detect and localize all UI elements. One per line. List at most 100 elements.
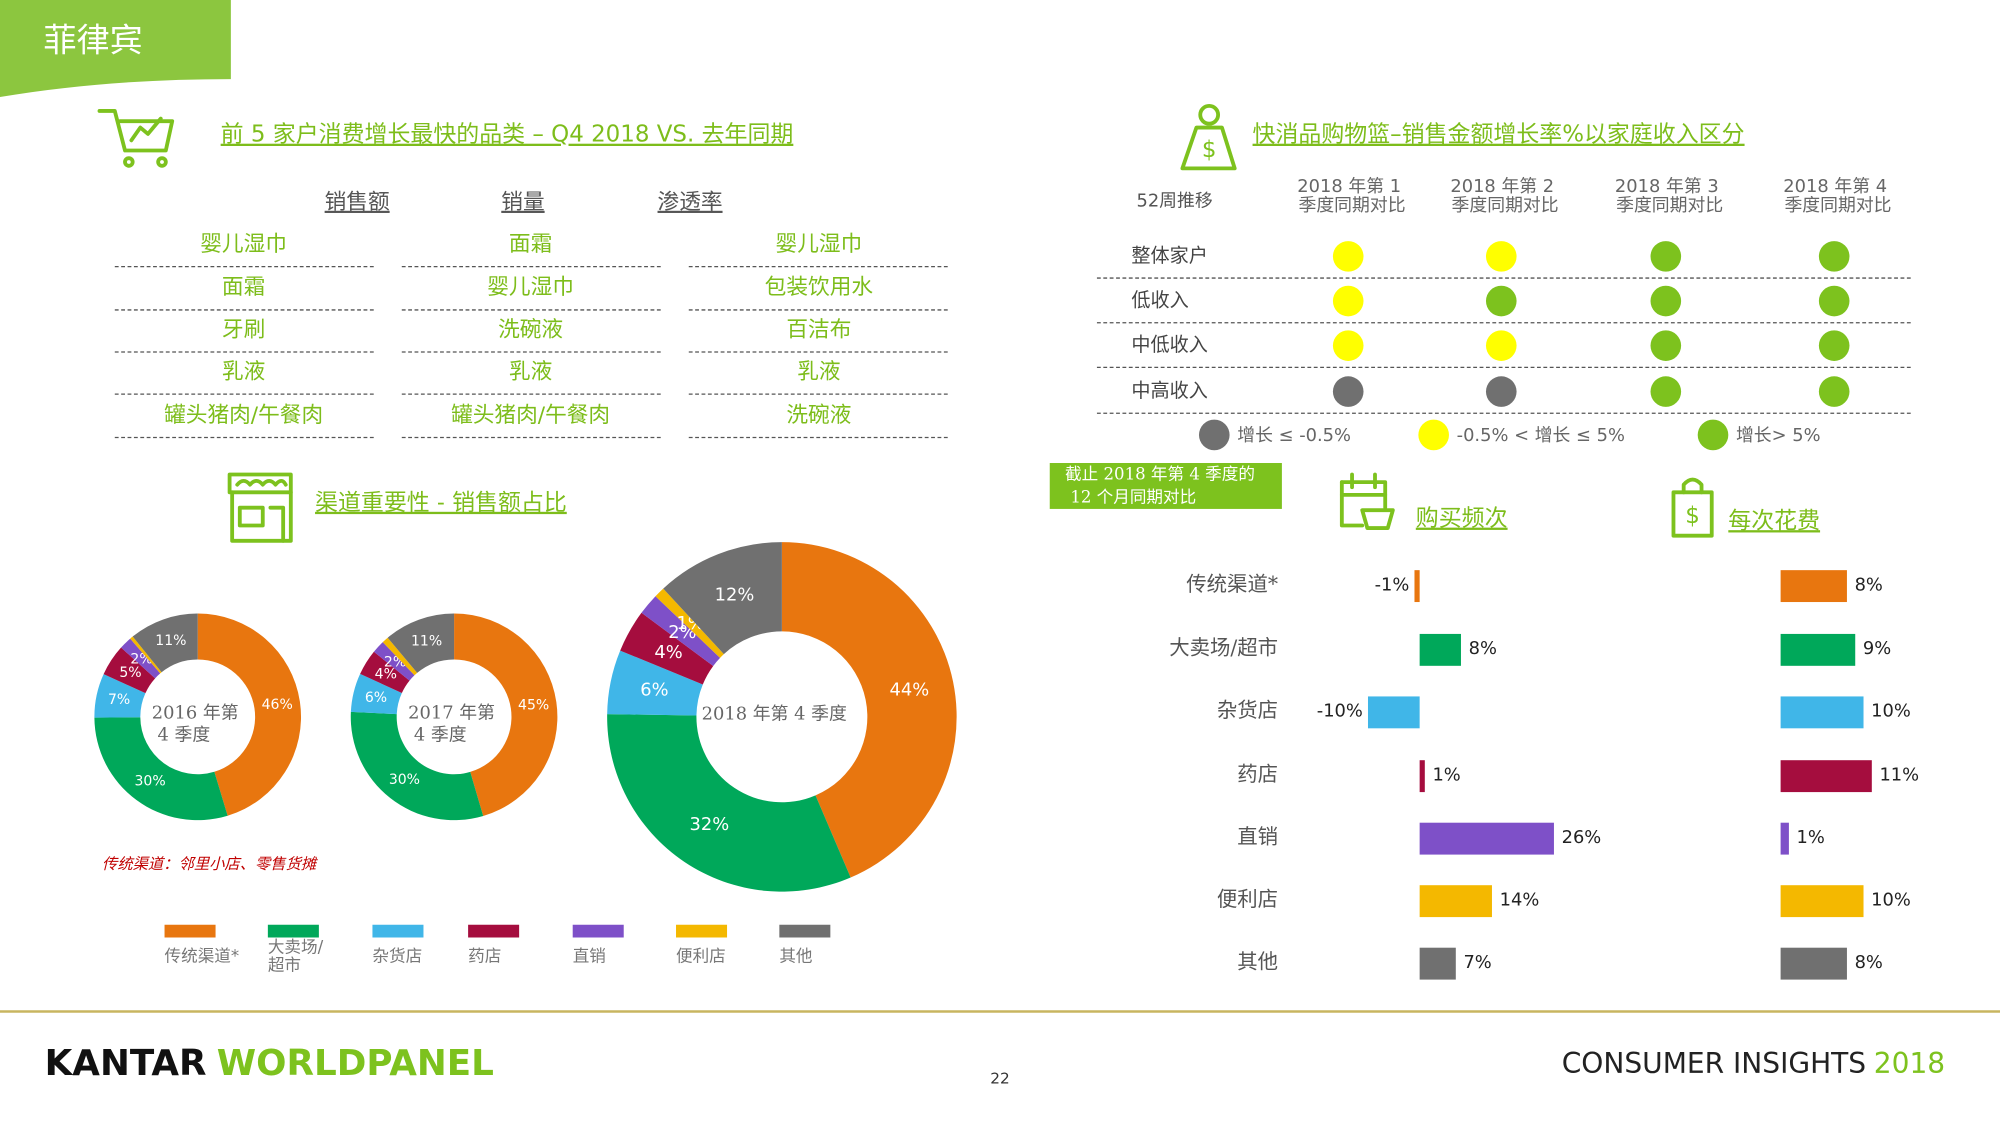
- bar: [1780, 633, 1856, 666]
- legend-label: 大卖场/超市: [268, 937, 324, 974]
- bag-icon: $: [1671, 477, 1714, 538]
- legend-label: 传统渠道*: [165, 946, 240, 965]
- donut-slice: [641, 596, 721, 666]
- category-label: 药店: [1237, 762, 1278, 786]
- legend-label: 药店: [468, 946, 501, 965]
- row-label: 中低收入: [1131, 333, 1208, 356]
- category-cell: 百洁布: [786, 317, 851, 342]
- category-cell: 面霜: [509, 232, 552, 257]
- donut-slice: [94, 674, 146, 718]
- legend-swatch: [468, 924, 520, 938]
- status-dot: [1332, 376, 1364, 407]
- category-label: 大卖场/超市: [1169, 636, 1278, 660]
- category-cell: 婴儿湿巾: [200, 232, 287, 257]
- legend-label: 直销: [573, 946, 606, 965]
- section-title: 快消品购物篮–销售金额增长率%以家庭收入区分: [1253, 122, 1745, 148]
- data-label: 30%: [134, 774, 165, 790]
- category-label: 其他: [1237, 950, 1278, 974]
- status-dot: [1650, 241, 1682, 272]
- data-label: 14%: [1500, 890, 1540, 911]
- data-label: 11%: [1879, 765, 1919, 786]
- donut-slice: [620, 612, 714, 685]
- center-label: 2017 年第 4 季度: [408, 703, 495, 746]
- report-year: 2018: [1874, 1047, 1945, 1080]
- subtitle-box: [1049, 463, 1282, 509]
- data-label: 6%: [640, 680, 668, 701]
- column-header: 2018 年第 1 季度同期对比: [1297, 176, 1406, 216]
- legend-swatch: [676, 924, 728, 938]
- data-label: 7%: [1463, 952, 1491, 973]
- status-dot: [1818, 285, 1850, 317]
- legend-swatch: [372, 924, 424, 938]
- category-label: 传统渠道*: [1186, 572, 1278, 596]
- donut-slice: [121, 638, 161, 679]
- row-label: 中高收入: [1131, 379, 1208, 402]
- category-label: 杂货店: [1217, 698, 1278, 722]
- donut-slice: [607, 714, 851, 892]
- data-label: 44%: [890, 680, 930, 701]
- donut-slice: [663, 542, 782, 655]
- center-label: 2016 年第 4 季度: [152, 703, 239, 746]
- legend-dot: [1697, 419, 1729, 451]
- status-dot: [1818, 376, 1850, 407]
- column-header: 销量: [501, 190, 544, 215]
- section-title: 前 5 家户消费增长最快的品类 – Q4 2018 VS. 去年同期: [221, 122, 794, 148]
- chart-title: 渠道重要性 - 销售额占比: [315, 490, 567, 516]
- header-tab: [0, 0, 231, 97]
- page-number: 22: [990, 1070, 1009, 1088]
- svg-text:$: $: [1685, 503, 1700, 529]
- money-bag-icon: $: [1180, 103, 1237, 171]
- status-dot: [1332, 330, 1364, 361]
- data-label: -10%: [1317, 701, 1363, 722]
- category-cell: 面霜: [222, 275, 265, 300]
- data-label: 26%: [1562, 827, 1602, 848]
- category-cell: 罐头猪肉/午餐肉: [451, 403, 610, 428]
- legend-label: 增长 ≤ -0.5%: [1237, 425, 1351, 446]
- bar: [1367, 696, 1420, 729]
- donut-slice: [655, 588, 724, 658]
- cart-icon: [97, 109, 175, 168]
- series-title: 购买频次: [1416, 506, 1508, 532]
- brand: KANTAR WORLDPANEL: [45, 1043, 494, 1084]
- category-cell: 洗碗液: [786, 403, 851, 428]
- donut-slice: [781, 542, 957, 878]
- donut-slice: [132, 613, 198, 673]
- bar: [1419, 633, 1461, 666]
- data-label: 4%: [654, 642, 682, 663]
- legend-dot: [1198, 419, 1230, 451]
- data-label: 4%: [375, 666, 397, 682]
- category-cell: 罐头猪肉/午餐肉: [164, 403, 323, 428]
- status-dot: [1485, 376, 1517, 407]
- data-label: 45%: [518, 697, 549, 713]
- data-label: 11%: [155, 633, 186, 649]
- data-label: 7%: [108, 692, 130, 708]
- legend-swatch: [164, 924, 216, 938]
- data-label: -1%: [1375, 574, 1410, 595]
- data-label: 1%: [1797, 827, 1825, 848]
- legend-swatch: [267, 924, 319, 938]
- calendar-icon: [1339, 472, 1395, 530]
- bar: [1780, 570, 1847, 603]
- data-label: 5%: [119, 665, 141, 681]
- legend-label: 杂货店: [372, 946, 422, 965]
- bar: [1419, 760, 1425, 793]
- bar: [1780, 885, 1864, 918]
- donut-slice: [382, 637, 418, 676]
- status-dot: [1818, 241, 1850, 272]
- status-dot: [1332, 241, 1364, 272]
- category-cell: 包装饮用水: [765, 275, 874, 300]
- donut-slice: [103, 647, 156, 694]
- svg-text:$: $: [1202, 137, 1217, 163]
- category-cell: 乳液: [797, 359, 840, 384]
- bar: [1780, 696, 1864, 729]
- data-label: 6%: [365, 690, 387, 706]
- donut-slice: [130, 636, 162, 674]
- data-label: 8%: [1855, 952, 1883, 973]
- donut-slice: [373, 642, 415, 681]
- data-label: 10%: [1871, 890, 1911, 911]
- data-label: 1%: [1432, 765, 1460, 786]
- footnote: 传统渠道：邻里小店、零售货摊: [102, 855, 319, 873]
- data-label: 11%: [411, 633, 442, 649]
